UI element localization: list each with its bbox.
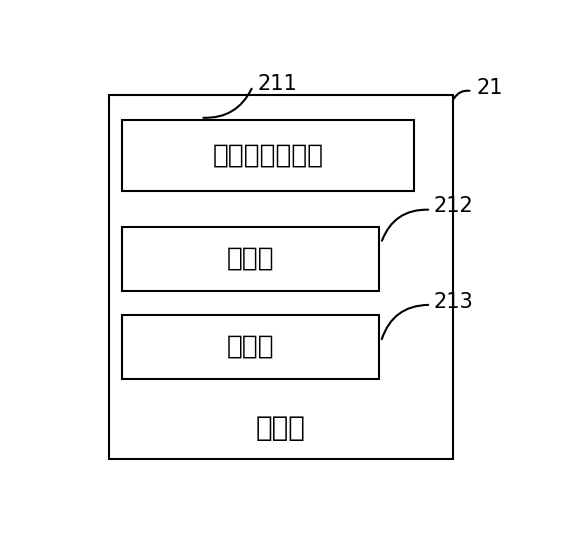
Text: 212: 212 xyxy=(433,196,473,215)
Text: 213: 213 xyxy=(433,292,473,312)
Text: 211: 211 xyxy=(257,74,297,94)
Text: 室外机: 室外机 xyxy=(256,413,306,442)
Bar xyxy=(122,120,413,191)
Text: 21: 21 xyxy=(477,78,503,98)
Bar xyxy=(122,226,379,292)
Text: 控制板: 控制板 xyxy=(227,246,274,272)
Text: 外置温度传感器: 外置温度传感器 xyxy=(213,143,324,168)
Bar xyxy=(122,314,379,380)
Bar xyxy=(109,95,453,459)
Text: 驱动板: 驱动板 xyxy=(227,334,274,360)
